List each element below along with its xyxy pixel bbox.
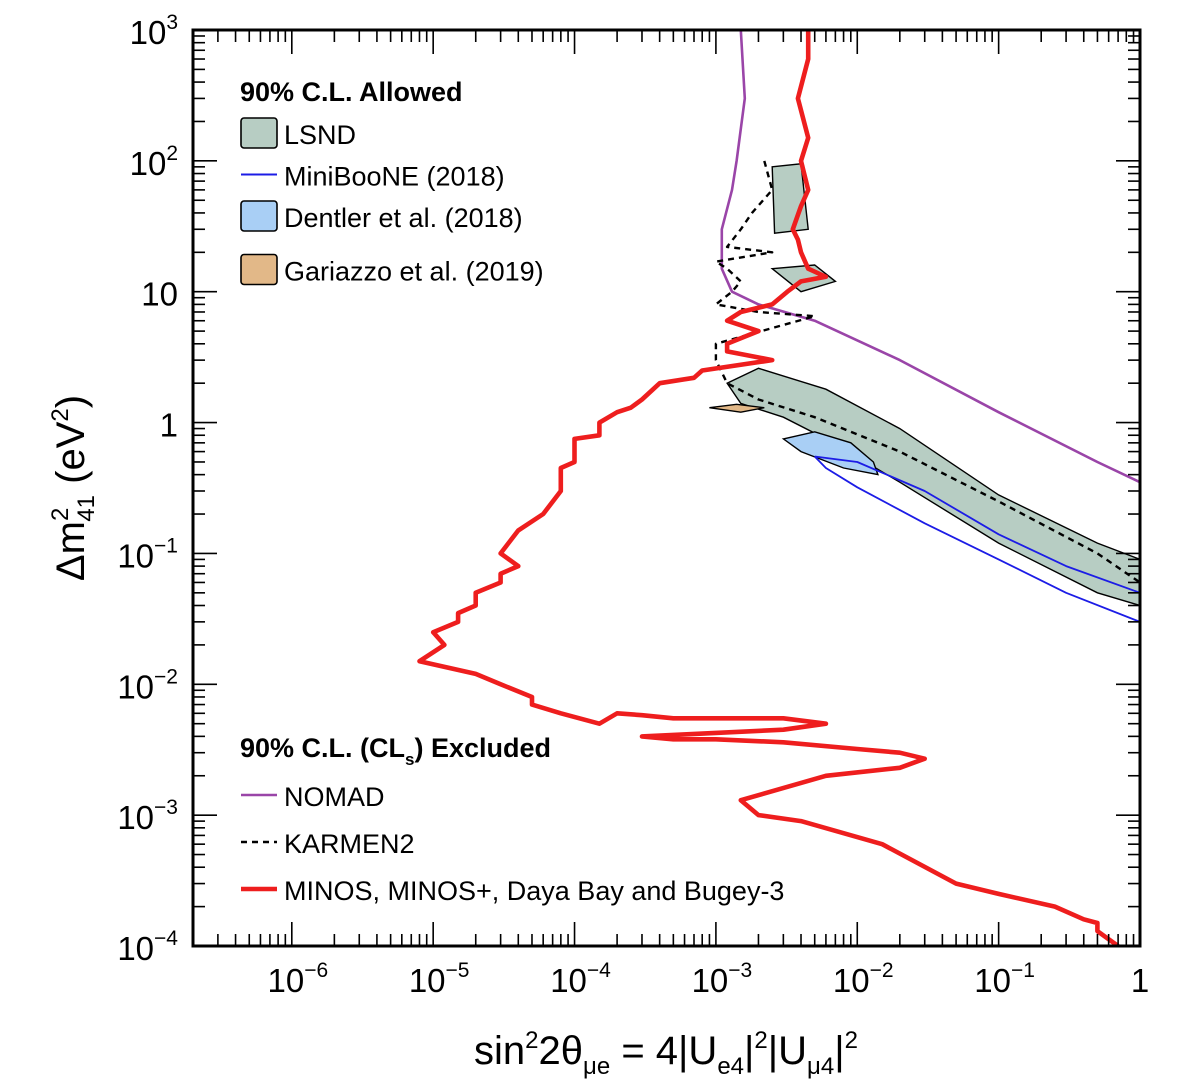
x-tick-label: 10−5 <box>409 959 470 999</box>
y-tick-label: 10−3 <box>117 796 178 836</box>
x-tick-label: 10−1 <box>974 959 1035 999</box>
legend-item-miniboone-2018: MiniBooNE (2018) <box>241 162 505 192</box>
y-tick-label: 102 <box>130 142 178 182</box>
x-tick-label: 10−2 <box>833 959 894 999</box>
legend-item-minos-minos-daya-bay-and-bugey-3: MINOS, MINOS+, Daya Bay and Bugey-3 <box>241 876 784 906</box>
region-dentler-et-al-2018 <box>781 431 879 476</box>
legend-item-dentler-et-al-2018: Dentler et al. (2018) <box>240 200 523 233</box>
y-tick-label: 1 <box>160 407 178 444</box>
region-lsnd <box>726 367 1140 607</box>
legend-label: LSND <box>284 120 356 150</box>
legend-item-karmen2: KARMEN2 <box>241 829 415 859</box>
y-axis-label: Δm241 (eV2) <box>47 395 100 581</box>
y-tick-label: 10−1 <box>117 534 178 574</box>
x-tick-label: 10−6 <box>267 959 328 999</box>
x-tick-label: 10−4 <box>550 959 611 999</box>
curve-nomad <box>720 30 1140 484</box>
plot-frame <box>191 28 1142 948</box>
legend-item-nomad: NOMAD <box>241 782 385 812</box>
legend-label: MINOS, MINOS+, Daya Bay and Bugey-3 <box>284 876 784 906</box>
allowed-regions <box>709 163 1140 607</box>
legend-label: NOMAD <box>284 782 385 812</box>
legend-allowed: 90% C.L. Allowed LSND MiniBooNE (2018) Den… <box>240 77 544 287</box>
legend-swatch <box>240 117 278 149</box>
legend-label: KARMEN2 <box>284 829 415 859</box>
legend-item-lsnd: LSND <box>240 117 356 150</box>
region-gariazzo-et-al-2019 <box>709 403 765 413</box>
legend-label: Gariazzo et al. (2019) <box>284 257 544 287</box>
curve-miniboone-2018 <box>814 455 1140 623</box>
legend-excluded: 90% C.L. (CLs) Excluded NOMAD KARMEN2 MINO… <box>240 733 784 906</box>
legend-item-gariazzo-et-al-2019: Gariazzo et al. (2019) <box>240 253 544 287</box>
curve-karmen2 <box>714 160 1140 584</box>
y-tick-label: 10−2 <box>117 665 178 705</box>
axis-ticks <box>192 29 1141 947</box>
y-tick-label: 10 <box>141 276 178 313</box>
legend-allowed-title: 90% C.L. Allowed <box>240 77 463 107</box>
legend-swatch <box>240 253 278 286</box>
y-tick-label: 10−4 <box>117 927 178 967</box>
y-tick-label: 103 <box>130 11 178 51</box>
x-tick-label: 10−3 <box>692 959 753 999</box>
curve-minos-minos-daya-bay-and-bugey-3 <box>417 30 1120 946</box>
x-axis-label: sin22θμe = 4|Ue4|2|Uμ4|2 <box>474 1027 858 1080</box>
legend-swatch <box>240 200 278 232</box>
legend-label: Dentler et al. (2018) <box>284 203 523 233</box>
tick-labels: 10−6 10−5 10−4 10−3 10−2 10−1 1 10−4 10−3 10−2 10−… <box>117 11 1149 999</box>
exclusion-curves <box>417 30 1140 946</box>
legend-label: MiniBooNE (2018) <box>284 162 505 192</box>
x-tick-label: 1 <box>1131 962 1149 999</box>
legend-excluded-title: 90% C.L. (CLs) Excluded <box>240 733 551 769</box>
